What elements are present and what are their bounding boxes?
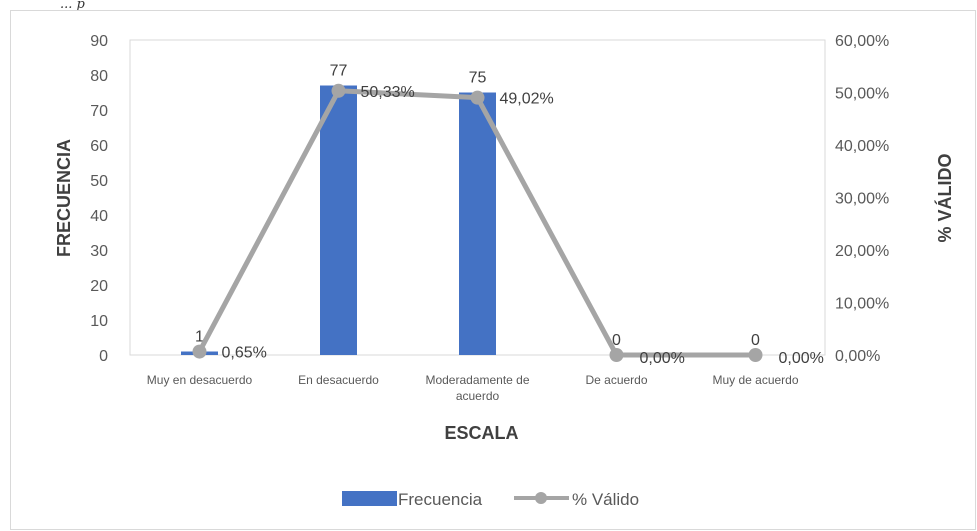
legend-label: Frecuencia (398, 490, 483, 509)
y-right-tick-label: 40,00% (835, 138, 889, 155)
y-tick-label: 90 (90, 33, 108, 50)
bar-data-label: 77 (330, 63, 348, 80)
bar-data-label: 0 (751, 332, 760, 349)
line-data-label: 0,65% (222, 345, 267, 362)
y-tick-label: 70 (90, 103, 108, 120)
y-right-tick-label: 20,00% (835, 243, 889, 260)
x-tick-label: Muy en desacuerdo (147, 373, 253, 387)
y-tick-label: 60 (90, 138, 108, 155)
y-tick-label: 0 (99, 348, 108, 365)
y-right-tick-label: 60,00% (835, 33, 889, 50)
x-tick-label: De acuerdo (585, 373, 647, 387)
bar-data-label: 75 (469, 70, 487, 87)
y-axis-title: FRECUENCIA (54, 139, 74, 257)
y-right-axis-title: % VÁLIDO (934, 153, 955, 242)
line-data-label: 49,02% (500, 91, 554, 108)
line-point (748, 348, 763, 362)
bar (320, 85, 357, 355)
line-point (331, 83, 346, 98)
x-axis-title: ESCALA (444, 423, 518, 443)
bar (459, 92, 496, 355)
y-right-tick-label: 0,00% (835, 348, 880, 365)
line-point (192, 344, 207, 359)
legend-swatch-marker (535, 492, 547, 504)
bar-data-label: 0 (612, 332, 621, 349)
y-right-tick-label: 10,00% (835, 296, 889, 313)
legend-swatch-bar (342, 491, 397, 506)
line-data-label: 50,33% (361, 84, 415, 101)
x-tick-label: Moderadamente de (425, 373, 529, 387)
x-tick-label: En desacuerdo (298, 373, 379, 387)
y-tick-label: 10 (90, 313, 108, 330)
line-point (470, 90, 485, 105)
y-right-tick-label: 30,00% (835, 191, 889, 208)
line-data-label: 0,00% (640, 350, 685, 367)
y-tick-label: 30 (90, 243, 108, 260)
bar-data-label: 1 (195, 329, 204, 346)
line-point (609, 348, 624, 362)
x-tick-label: acuerdo (456, 389, 500, 403)
legend-label: % Válido (572, 490, 639, 509)
y-tick-label: 40 (90, 208, 108, 225)
page-text-fragment: ... p (60, 0, 85, 10)
y-right-tick-label: 50,00% (835, 86, 889, 103)
x-tick-label: Muy de acuerdo (712, 373, 798, 387)
y-tick-label: 80 (90, 68, 108, 85)
y-tick-label: 50 (90, 173, 108, 190)
y-tick-label: 20 (90, 278, 108, 295)
line-data-label: 0,00% (779, 350, 824, 367)
